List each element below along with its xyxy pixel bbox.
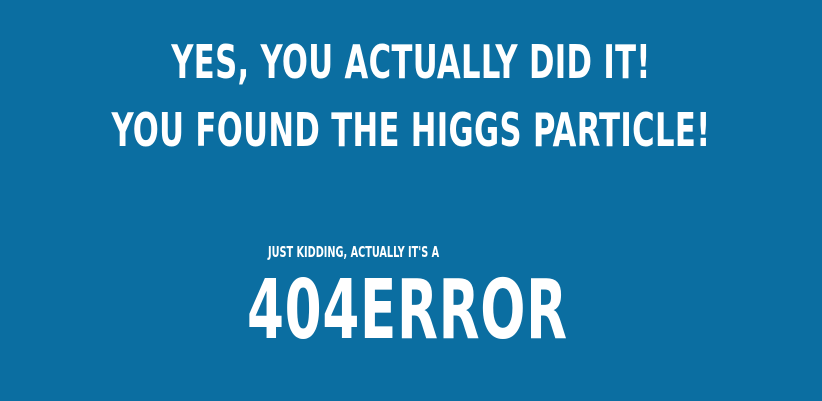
headline-line-2: YOU FOUND THE HIGGS PARTICLE! <box>111 103 711 157</box>
error-code: 404ERROR <box>247 263 568 358</box>
headline-line-1: YES, YOU ACTUALLY DID IT! <box>171 35 651 89</box>
error-subnote: JUST KIDDING, ACTUALLY IT'S A <box>268 243 440 261</box>
